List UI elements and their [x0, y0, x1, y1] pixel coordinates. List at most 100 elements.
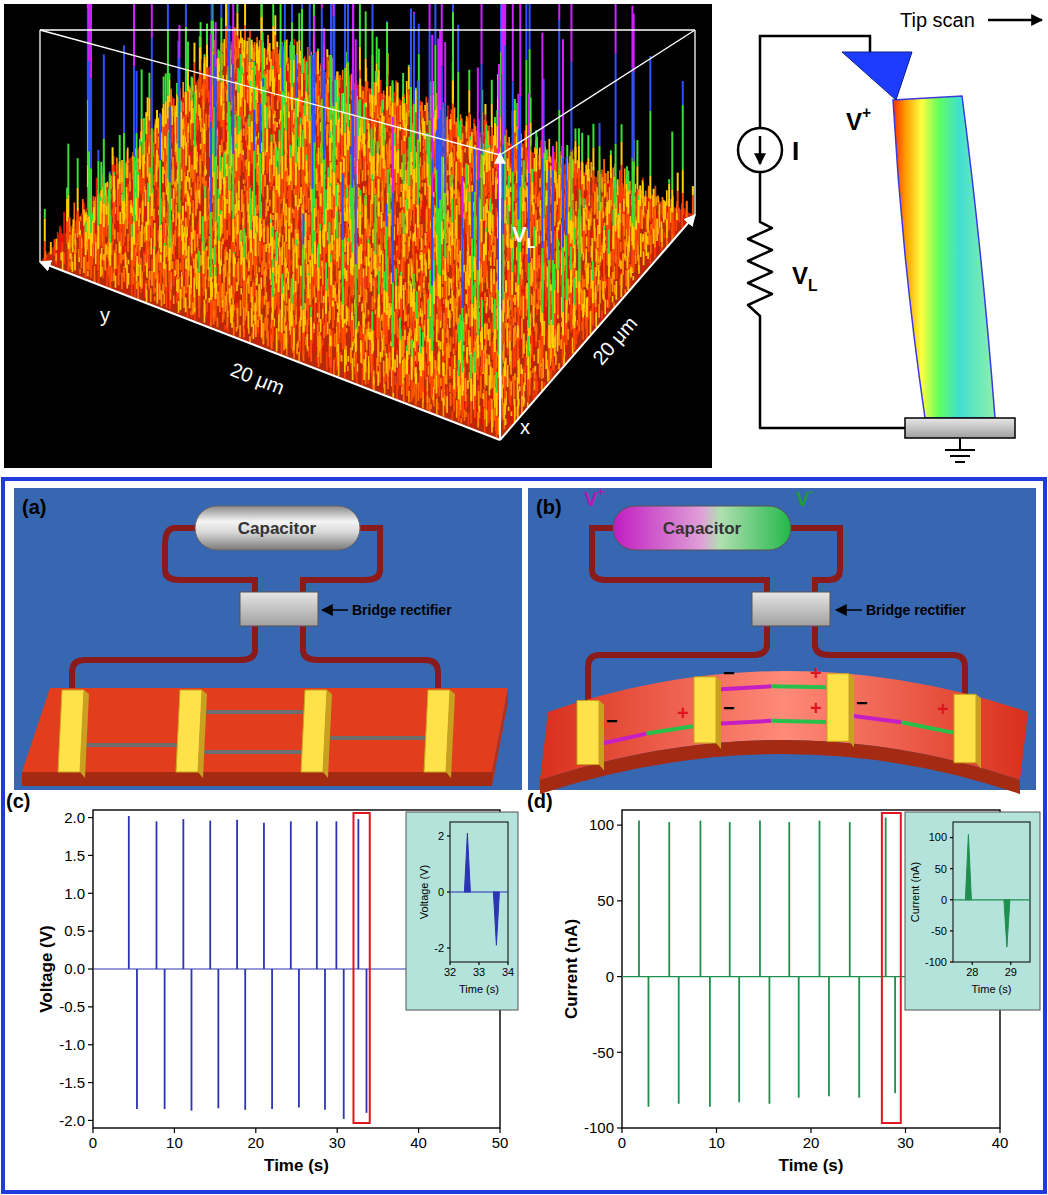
spike-segment [295, 55, 297, 98]
surface-spike [419, 286, 420, 313]
spike-segment [272, 92, 274, 114]
spike-segment [153, 249, 155, 272]
spike-segment [182, 149, 184, 171]
spike-segment [608, 200, 610, 214]
surface-spike [334, 4, 335, 189]
spike-segment [494, 146, 496, 168]
spike-segment [163, 269, 165, 291]
spike-segment [105, 215, 107, 237]
spike-segment [159, 160, 161, 225]
spike-segment [383, 122, 385, 145]
spike-segment [276, 42, 278, 47]
spike-segment [85, 232, 87, 255]
spike-segment [469, 256, 471, 279]
spike-segment [223, 120, 225, 142]
spike-segment [692, 186, 694, 195]
surface-spike [221, 4, 222, 127]
spike-segment [481, 64, 483, 154]
spike-segment [633, 14, 635, 72]
spike-segment [535, 130, 537, 148]
spike-segment [219, 156, 221, 171]
surface-spike [599, 123, 600, 256]
surface-spike [241, 231, 242, 286]
spike-segment [136, 221, 138, 243]
spike-segment [682, 81, 684, 105]
surface-spike [131, 224, 132, 282]
spike-segment [508, 176, 510, 189]
spike-segment [486, 149, 488, 172]
spike-segment [118, 241, 120, 253]
spike-segment [618, 213, 620, 215]
surface-spike [335, 80, 336, 147]
spike-segment [408, 65, 410, 66]
spike-segment [581, 133, 583, 161]
spike-segment [408, 66, 410, 89]
spike-segment [360, 244, 362, 264]
spike-segment [240, 54, 242, 83]
spike-segment [294, 293, 296, 315]
spike-segment [299, 147, 301, 169]
spike-segment [261, 4, 263, 17]
surface-spike [289, 176, 290, 207]
surface-spike [279, 149, 280, 219]
spike-segment [507, 247, 509, 269]
surface-spike [177, 83, 178, 139]
surface-spike [256, 43, 257, 85]
spike-segment [251, 40, 253, 59]
surface-spike [160, 224, 161, 253]
spike-segment [264, 128, 266, 150]
surface-spike [255, 231, 256, 278]
spike-segment [318, 243, 320, 267]
surface-spike [653, 189, 654, 229]
spike-segment [142, 155, 144, 178]
spike-segment [275, 190, 277, 212]
surface-spike [263, 78, 264, 197]
spike-segment [185, 27, 187, 92]
spike-segment [251, 68, 253, 70]
spike-segment [215, 245, 217, 267]
spike-segment [191, 123, 193, 145]
surface-spike [259, 103, 260, 263]
spike-segment [122, 201, 124, 224]
surface-spike [452, 62, 453, 126]
spike-segment [151, 193, 153, 216]
surface-spike [474, 149, 475, 301]
spike-segment [119, 135, 121, 161]
spike-segment [417, 228, 419, 250]
spike-segment [278, 174, 280, 197]
spike-segment [372, 4, 374, 30]
spike-segment [251, 121, 253, 142]
spike-segment [374, 195, 376, 254]
spike-segment [330, 262, 332, 285]
spike-segment [608, 277, 610, 299]
surface-spike [212, 129, 213, 199]
spike-segment [167, 30, 169, 95]
spike-segment [235, 148, 237, 171]
spike-segment [514, 110, 516, 133]
spike-segment [68, 249, 70, 271]
spike-segment [386, 87, 388, 110]
surface-spike [359, 246, 360, 291]
surface-spike [110, 215, 111, 287]
spike-segment [259, 103, 261, 153]
spike-segment [204, 221, 206, 243]
spike-segment [272, 4, 274, 26]
spike-segment [507, 205, 509, 224]
surface-spike [365, 11, 366, 103]
spike-segment [285, 131, 287, 154]
surface-spike [214, 55, 215, 217]
spike-segment [615, 232, 617, 254]
surface-spike [460, 121, 461, 185]
spike-segment [327, 167, 329, 176]
surface-spike [609, 229, 610, 298]
surface-spike [618, 213, 619, 260]
spike-segment [378, 93, 380, 115]
spike-segment [302, 130, 304, 147]
spike-segment [444, 103, 446, 193]
surface-spike [394, 133, 395, 191]
spike-segment [163, 246, 165, 269]
spike-segment [90, 4, 92, 78]
spike-segment [677, 191, 679, 213]
surface-spike [159, 113, 160, 270]
surface-spike [215, 22, 216, 267]
